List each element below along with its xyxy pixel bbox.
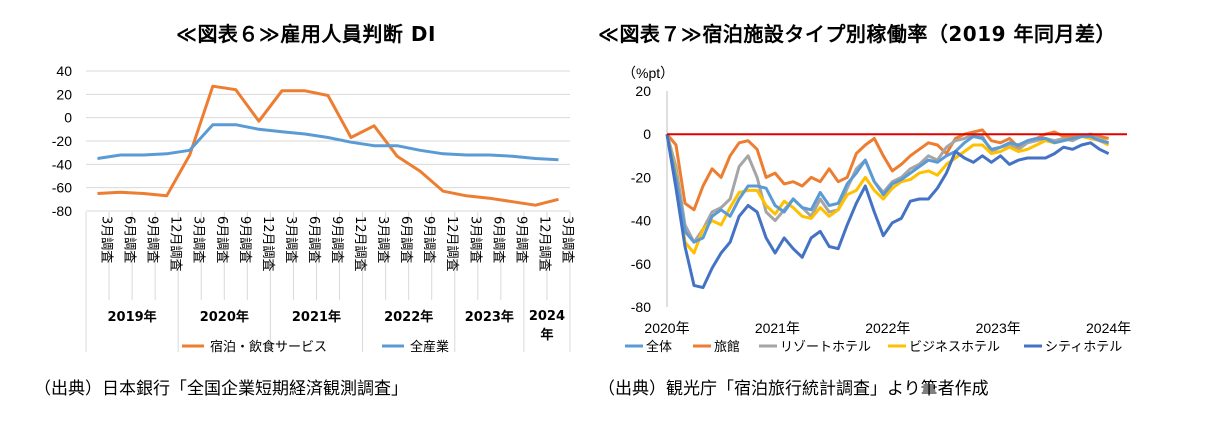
chart7-title: ≪図表７≫宿泊施設タイプ別稼働率（2019 年同月差） [598, 22, 1117, 46]
legend-label: リゾートホテル [780, 340, 871, 355]
x-tick-label: 2020年 [644, 320, 689, 336]
y-tick-label: -60 [631, 256, 651, 272]
category-label: 12月調査 [444, 216, 459, 272]
category-label: 12月調査 [536, 216, 551, 272]
chart6-plot: 40 20 0 -20 -40 -60 -80 3月調査 6月調査 9月調査 12月調査 3月調査 6月… [52, 63, 575, 355]
category-label: 6月調査 [490, 216, 505, 263]
y-tick-label: -40 [631, 213, 651, 229]
series-line-1 [665, 133, 1109, 244]
category-label: 6月調査 [306, 216, 321, 263]
x-tick-label: 2024年 [1086, 320, 1131, 336]
category-label: 6月調査 [398, 216, 413, 263]
year-label: 2023年 [465, 309, 514, 325]
y-tick-label: -80 [631, 299, 651, 315]
year-label-suffix: 年 [540, 327, 553, 343]
x-tick-label: 2022年 [865, 320, 910, 336]
series-line-5 [665, 133, 1110, 290]
year-label: 2024 [529, 309, 565, 324]
series-line-1 [97, 84, 559, 207]
category-label: 9月調査 [237, 216, 252, 263]
category-label: 3月調査 [99, 216, 114, 263]
category-label: 3月調査 [467, 216, 482, 263]
legend-label: 旅館 [714, 340, 740, 355]
legend-label: 全体 [646, 339, 672, 355]
year-label: 2021年 [292, 309, 341, 325]
category-label: 3月調査 [375, 216, 390, 263]
x-tick-label: 2023年 [976, 320, 1021, 336]
chart7-source: （出典）観光庁「宿泊旅行統計調査」より筆者作成 [598, 379, 989, 399]
y-tick-label: 20 [56, 86, 72, 102]
chart6-source: （出典）日本銀行「全国企業短期経済観測調査」 [34, 379, 408, 399]
x-tick-label: 2021年 [755, 320, 800, 336]
category-label: 12月調査 [352, 216, 367, 272]
category-label: 3月調査 [559, 216, 574, 263]
legend-label: ビジネスホテル [909, 340, 1000, 355]
series-line-4 [665, 133, 1110, 255]
year-label: 2019年 [108, 309, 157, 325]
chart6-title: ≪図表６≫雇用人員判断 DI [176, 22, 436, 46]
year-label: 2022年 [384, 309, 433, 325]
y-tick-label: 20 [635, 83, 651, 99]
y-tick-label: 0 [643, 126, 651, 142]
category-label: 9月調査 [421, 216, 436, 263]
y-tick-label: 40 [56, 63, 72, 79]
category-label: 3月調査 [283, 216, 298, 263]
y-tick-label: -20 [631, 169, 651, 185]
y-tick-label: 0 [64, 110, 72, 126]
legend-label: 宿泊・飲食サービス [210, 339, 327, 355]
category-label: 6月調査 [214, 216, 229, 263]
category-label: 9月調査 [513, 216, 528, 263]
series-line-2 [97, 123, 559, 162]
category-label: 12月調査 [260, 216, 275, 272]
category-label: 3月調査 [191, 216, 206, 263]
chart7-plot: （%pt） 20 0 -20 -40 -60 -80 2020年 2021年 2022年 2023年… [622, 65, 1131, 355]
category-label: 9月調査 [329, 216, 344, 263]
legend-label: 全産業 [410, 339, 449, 355]
category-label: 6月調査 [122, 216, 137, 263]
y-tick-label: -40 [52, 156, 72, 172]
y-axis-unit: （%pt） [622, 65, 674, 81]
y-tick-label: -60 [52, 180, 72, 196]
y-tick-label: -80 [52, 203, 72, 219]
category-label: 9月調査 [145, 216, 160, 263]
year-label: 2020年 [200, 309, 249, 325]
category-label: 12月調査 [168, 216, 183, 272]
legend-label: シティホテル [1045, 340, 1122, 355]
y-tick-label: -20 [52, 133, 72, 149]
